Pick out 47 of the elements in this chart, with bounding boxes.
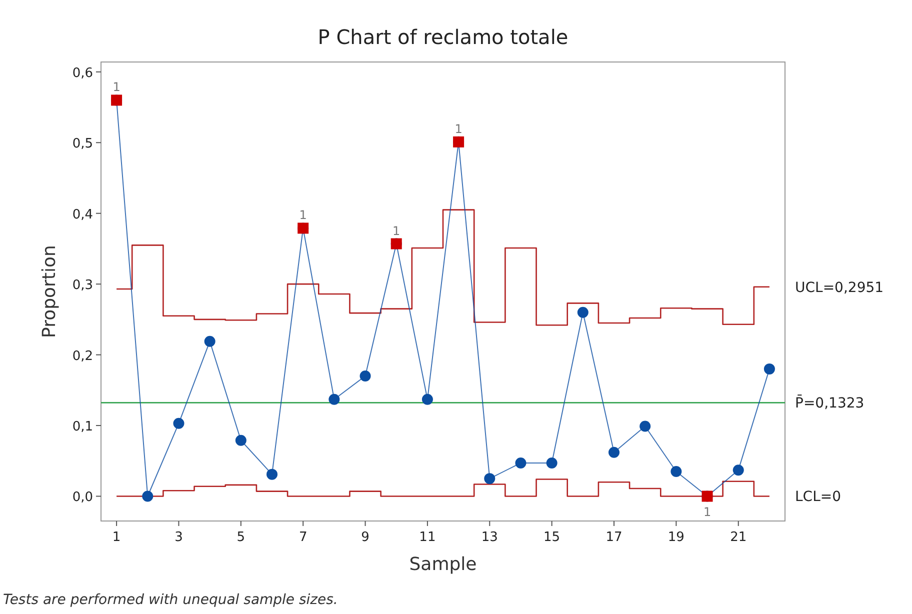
x-tick-label: 3 xyxy=(174,530,183,545)
x-tick-label: 21 xyxy=(730,530,747,545)
x-tick-label: 7 xyxy=(298,530,308,545)
annotation: 1 xyxy=(392,224,400,238)
point xyxy=(142,490,154,502)
point xyxy=(328,394,340,405)
x-tick-label: 19 xyxy=(668,530,684,545)
y-tick-label: 0,3 xyxy=(72,278,93,294)
annotation: 1 xyxy=(112,80,120,94)
annotation: 1 xyxy=(454,122,462,136)
point xyxy=(266,468,278,480)
point xyxy=(764,363,775,374)
x-tick-label: 1 xyxy=(112,530,121,545)
text: Tests are performed with unequal sample sizes. xyxy=(3,592,338,608)
y-tick-label: 0,6 xyxy=(72,66,93,81)
chart-title: P Chart of reclamo totale xyxy=(318,25,568,49)
point xyxy=(422,394,433,405)
y-tick-label: 0,2 xyxy=(72,348,93,364)
point xyxy=(546,458,558,468)
ref-line-label: P̄=0,1323 xyxy=(795,394,864,412)
x-tick-label: 15 xyxy=(544,530,560,545)
point xyxy=(640,420,651,432)
x-tick-label: 17 xyxy=(606,530,622,545)
annotation: 1 xyxy=(703,505,712,520)
point xyxy=(732,464,744,476)
x-axis-title: Sample xyxy=(409,554,477,575)
x-tick-label: 5 xyxy=(236,530,246,545)
point xyxy=(515,458,526,468)
point xyxy=(204,336,216,347)
point xyxy=(608,446,620,458)
series-label: LCL=0 xyxy=(795,489,842,506)
point xyxy=(484,473,496,484)
point xyxy=(360,370,371,382)
y-tick-label: 0,4 xyxy=(72,207,93,222)
y-tick-label: 0,1 xyxy=(72,420,93,435)
y-tick-label: 0,0 xyxy=(72,490,93,506)
y-axis-title: Proportion xyxy=(39,245,60,338)
x-tick-label: 13 xyxy=(481,530,498,545)
series-label: UCL=0,2951 xyxy=(795,280,884,296)
point xyxy=(577,306,588,318)
x-tick-label: 9 xyxy=(361,530,370,545)
annotation: 1 xyxy=(299,208,307,222)
y-tick-label: 0,5 xyxy=(72,136,93,152)
point xyxy=(235,434,246,446)
x-tick-label: 11 xyxy=(419,530,436,545)
point xyxy=(173,418,184,429)
point xyxy=(670,466,682,477)
